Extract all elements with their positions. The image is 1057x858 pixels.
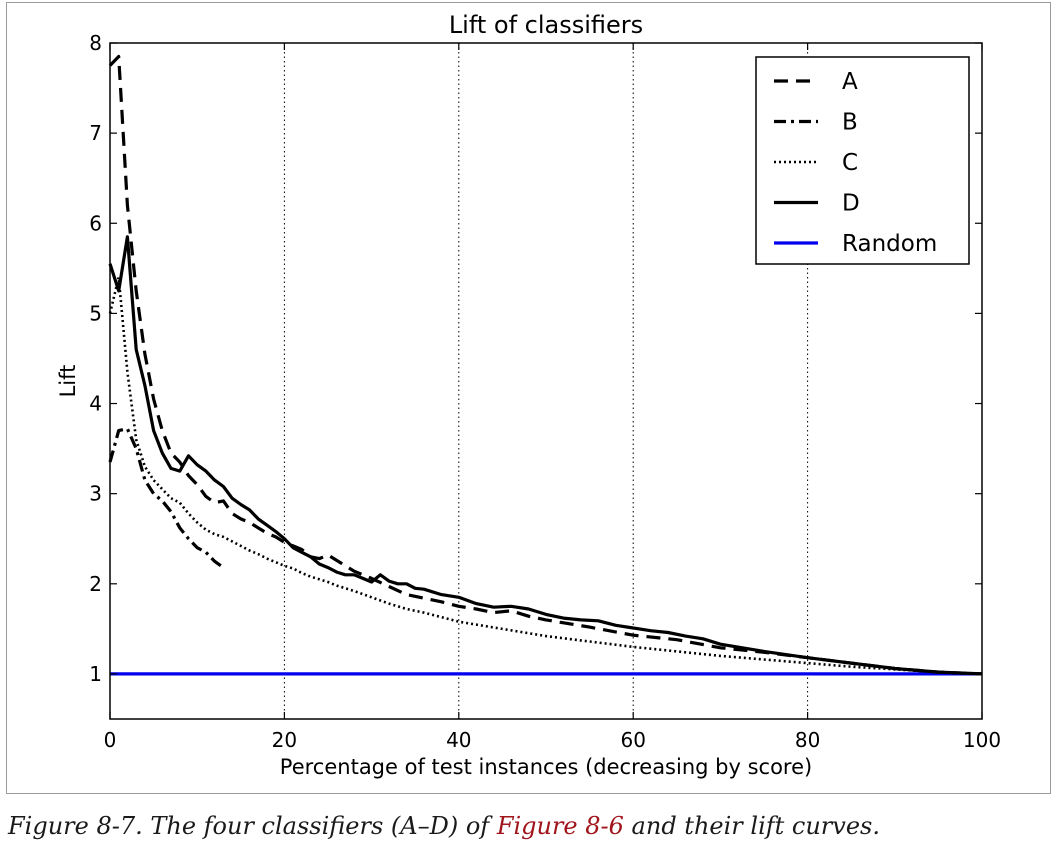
x-tick-label: 20 (272, 728, 297, 752)
figure-frame: 0 20 40 60 80 100 1 2 3 4 5 6 7 8 Lift of classifiers P… (6, 2, 1051, 794)
y-tick-label: 8 (89, 31, 102, 55)
lift-chart: 0 20 40 60 80 100 1 2 3 4 5 6 7 8 Lift of classifiers P… (56, 11, 1001, 779)
legend-label-random: Random (842, 231, 937, 257)
legend-label-c: C (842, 150, 858, 176)
x-tick-label: 100 (963, 728, 1001, 752)
chart-title: Lift of classifiers (449, 11, 643, 39)
plot-frame (109, 42, 983, 720)
y-tick-label: 4 (89, 392, 102, 416)
figure-caption: Figure 8-7. The four classifiers (A–D) o… (8, 812, 880, 840)
x-tick-label: 80 (795, 728, 820, 752)
caption-prefix: Figure 8-7. The four classifiers (A–D) o… (8, 812, 497, 840)
x-axis-label: Percentage of test instances (decreasing… (280, 755, 812, 779)
x-tick-label: 40 (446, 728, 471, 752)
series-line-c (108, 275, 983, 676)
legend-label-d: D (842, 191, 860, 217)
y-tick-label: 7 (89, 121, 102, 145)
x-tick-label: 60 (620, 728, 645, 752)
y-tick-label: 5 (89, 301, 102, 325)
y-tick-label: 1 (89, 662, 102, 686)
figure-link[interactable]: Figure 8-6 (496, 812, 624, 840)
y-tick-label: 6 (89, 211, 102, 235)
legend-label-b: B (842, 110, 858, 136)
legend-label-a: A (842, 69, 858, 95)
series-line-b (108, 427, 225, 569)
y-tick-label: 3 (89, 482, 102, 506)
legend-box (755, 56, 970, 265)
x-tick-label: 0 (104, 728, 117, 752)
caption-suffix: and their lift curves. (623, 812, 880, 840)
series-line-d (108, 235, 983, 676)
y-axis-label: Lift (56, 365, 80, 398)
y-tick-label: 2 (89, 572, 102, 596)
